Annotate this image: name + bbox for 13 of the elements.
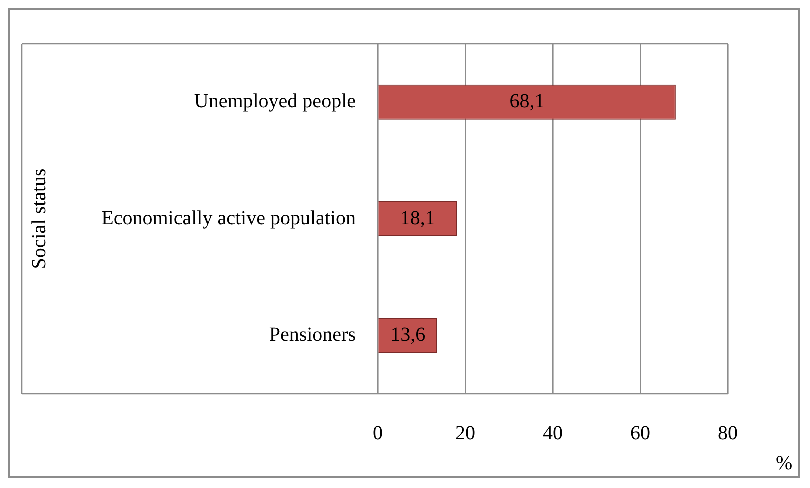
y-tick-label: Unemployed people (194, 90, 356, 113)
x-tick-label: 40 (543, 422, 563, 444)
x-tick-label: 60 (630, 422, 650, 444)
data-label: 13,6 (390, 324, 426, 346)
y-axis-title: Social status (28, 168, 50, 270)
data-label: 68,1 (510, 90, 545, 113)
y-tick-label: Economically active population (102, 207, 356, 230)
x-axis-title: % (776, 452, 793, 474)
x-tick-label: 80 (718, 422, 738, 444)
x-tick-label: 0 (373, 422, 383, 444)
data-label: 18,1 (400, 207, 436, 230)
x-tick-label: 20 (456, 422, 476, 444)
y-tick-label: Pensioners (269, 324, 356, 346)
